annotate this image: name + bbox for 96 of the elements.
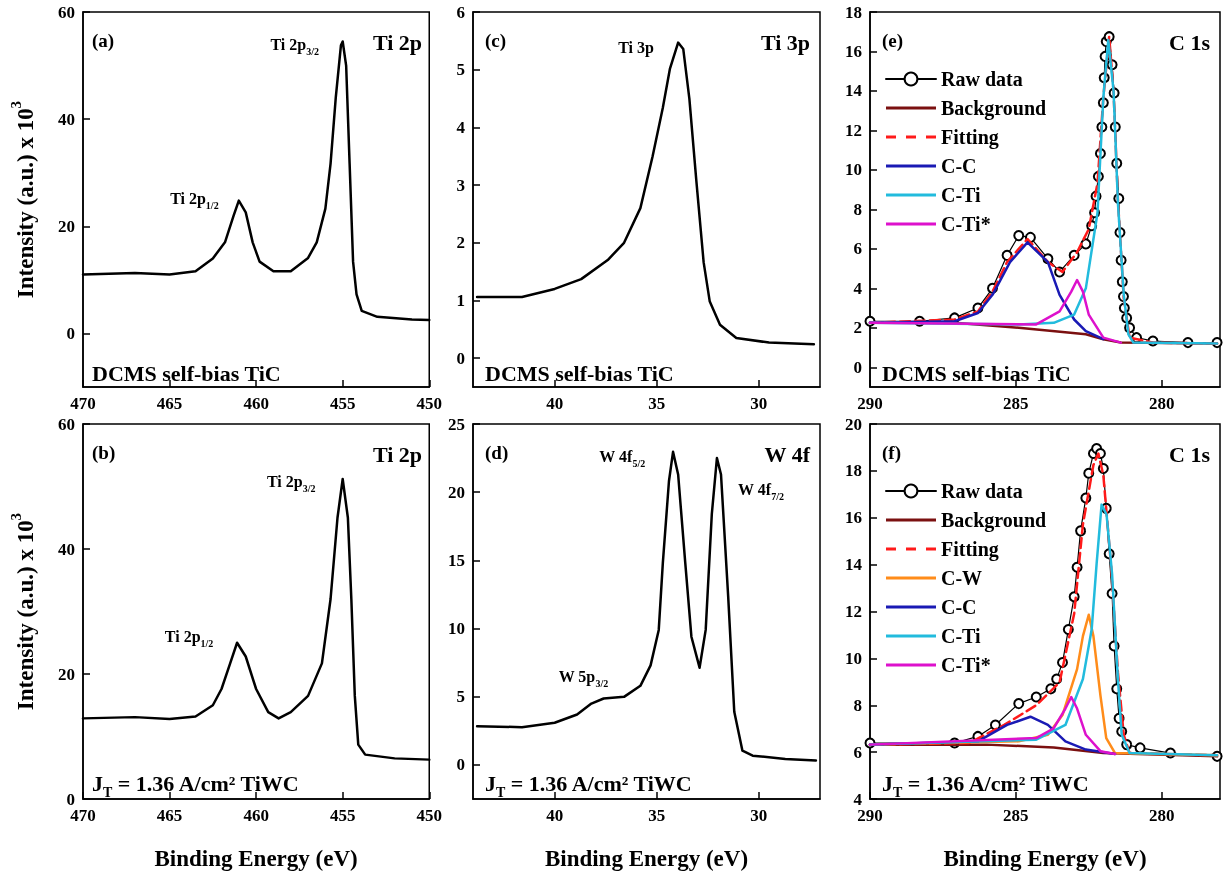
- annotation: (e): [882, 29, 904, 52]
- y-tick-label: 6: [853, 742, 862, 762]
- y-tick-label: 2: [853, 318, 862, 338]
- legend-label: C-Ti: [941, 184, 982, 206]
- x-tick-label: 455: [329, 806, 356, 825]
- x-tick-label: 460: [243, 806, 269, 825]
- annotation: (b): [92, 441, 116, 464]
- x-tick-label: 280: [1148, 394, 1175, 413]
- x-axis-title: Binding Energy (eV): [943, 846, 1147, 871]
- y-tick-label: 8: [853, 695, 862, 715]
- annotation: DCMS self-bias TiC: [92, 360, 281, 386]
- x-tick-label: 40: [546, 394, 564, 413]
- legend-label: Fitting: [941, 538, 999, 561]
- y-tick-label: 40: [58, 539, 75, 559]
- legend-label: C-Ti*: [941, 654, 991, 676]
- y-tick-label: 25: [448, 414, 465, 434]
- y-tick-label: 15: [448, 550, 465, 570]
- x-axis-title: Binding Energy (eV): [544, 846, 749, 871]
- annotation: DCMS self-bias TiC: [882, 360, 1071, 386]
- annotation: DCMS self-bias TiC: [485, 360, 674, 386]
- annotation: (c): [485, 29, 507, 52]
- x-tick-label: 450: [416, 394, 442, 413]
- annotation: Ti 2p: [372, 29, 422, 55]
- x-tick-label: 40: [546, 806, 564, 825]
- y-tick-label: 2: [456, 233, 465, 253]
- x-axis-title: Binding Energy (eV): [154, 846, 358, 871]
- legend-label: Raw data: [941, 480, 1023, 502]
- y-tick-label: 60: [58, 2, 75, 22]
- y-tick-label: 20: [448, 482, 465, 502]
- y-tick-label: 14: [845, 555, 863, 575]
- x-tick-label: 30: [750, 806, 768, 825]
- x-tick-label: 290: [857, 806, 883, 825]
- x-tick-label: 465: [156, 394, 183, 413]
- x-tick-label: 285: [1003, 806, 1029, 825]
- legend-label: Background: [941, 509, 1047, 532]
- x-tick-label: 455: [329, 394, 356, 413]
- y-tick-label: 0: [456, 348, 465, 368]
- y-tick-label: 10: [448, 619, 465, 639]
- y-tick-label: 60: [58, 414, 75, 434]
- y-tick-label: 18: [845, 461, 862, 481]
- y-tick-label: 3: [456, 175, 465, 195]
- x-tick-label: 465: [156, 806, 183, 825]
- y-tick-label: 4: [456, 117, 466, 137]
- x-tick-label: 450: [416, 806, 442, 825]
- y-tick-label: 16: [845, 41, 862, 61]
- annotation: W 4f: [764, 441, 811, 467]
- annotation: Ti 2p: [372, 441, 422, 467]
- y-axis-title: Intensity (a.u.) x 103: [7, 100, 38, 299]
- annotation: Ti 3p: [760, 29, 810, 55]
- y-tick-label: 4: [853, 278, 863, 298]
- y-tick-label: 0: [456, 755, 465, 775]
- y-tick-label: 0: [853, 357, 862, 377]
- y-tick-label: 14: [845, 81, 863, 101]
- y-tick-label: 6: [456, 2, 465, 22]
- annotation: Ti 3p: [618, 38, 655, 57]
- x-tick-label: 285: [1003, 394, 1029, 413]
- y-tick-label: 20: [58, 216, 75, 236]
- y-tick-label: 8: [853, 199, 862, 219]
- legend-label: Fitting: [941, 126, 999, 149]
- annotation: (a): [92, 29, 115, 52]
- y-tick-label: 10: [845, 160, 862, 180]
- y-tick-label: 6: [853, 239, 862, 259]
- legend-label: C-Ti: [941, 625, 982, 647]
- y-tick-label: 4: [853, 789, 863, 809]
- y-tick-label: 10: [845, 648, 862, 668]
- annotation: C 1s: [1169, 441, 1211, 467]
- legend-label: Raw data: [941, 68, 1023, 90]
- x-tick-label: 35: [648, 394, 666, 413]
- x-tick-label: 35: [648, 806, 666, 825]
- x-tick-label: 470: [70, 806, 96, 825]
- annotation: (f): [882, 441, 901, 464]
- y-tick-label: 12: [845, 120, 862, 140]
- y-tick-label: 20: [845, 414, 862, 434]
- y-tick-label: 5: [456, 687, 465, 707]
- legend-label: C-W: [941, 567, 983, 589]
- x-tick-label: 290: [857, 394, 883, 413]
- y-tick-label: 1: [456, 290, 465, 310]
- y-tick-label: 0: [66, 323, 75, 343]
- legend-label: C-C: [941, 155, 977, 177]
- y-tick-label: 16: [845, 508, 862, 528]
- y-tick-label: 5: [456, 60, 465, 80]
- x-tick-label: 280: [1148, 806, 1175, 825]
- annotation: (d): [485, 441, 509, 464]
- y-tick-label: 18: [845, 2, 862, 22]
- legend-label: C-Ti*: [941, 213, 991, 235]
- x-tick-label: 460: [243, 394, 269, 413]
- y-axis-title: Intensity (a.u.) x 103: [7, 512, 38, 711]
- y-tick-label: 40: [58, 109, 75, 129]
- y-tick-label: 0: [66, 789, 75, 809]
- x-tick-label: 470: [70, 394, 96, 413]
- legend-label: Background: [941, 97, 1047, 120]
- y-tick-label: 20: [58, 664, 75, 684]
- legend-label: C-C: [941, 596, 977, 618]
- y-tick-label: 12: [845, 602, 862, 621]
- x-tick-label: 30: [750, 394, 768, 413]
- annotation: C 1s: [1169, 29, 1211, 55]
